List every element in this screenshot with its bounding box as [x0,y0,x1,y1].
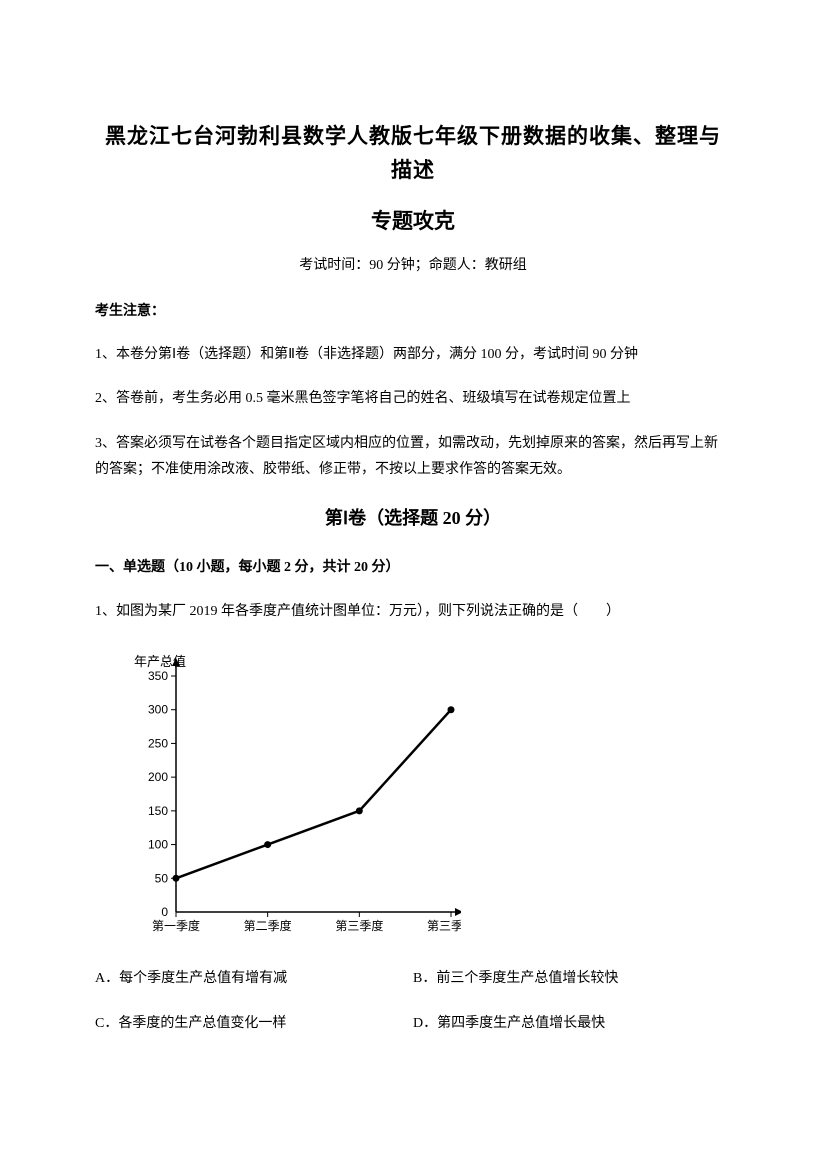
option-c: C．各季度的生产总值变化一样 [95,1013,413,1035]
svg-text:300: 300 [148,702,168,716]
svg-text:250: 250 [148,736,168,750]
chart-svg: 年产总值 0 50 100 150 200 250 300 350 第一季度 第二季度 第三季度 第三季… [121,648,461,938]
svg-text:0: 0 [161,905,168,919]
document-title: 黑龙江七台河勃利县数学人教版七年级下册数据的收集、整理与描述 [95,120,731,187]
svg-text:第三季度: 第三季度 [335,918,383,933]
document-subtitle: 专题攻克 [95,205,731,239]
svg-text:100: 100 [148,837,168,851]
section-title: 一、单选题（10 小题，每小题 2 分，共计 20 分） [95,557,731,579]
option-b: B．前三个季度生产总值增长较快 [413,968,731,990]
svg-text:50: 50 [155,871,169,885]
exam-info: 考试时间：90 分钟；命题人：教研组 [95,255,731,277]
notice-item: 2、答卷前，考生务必用 0.5 毫米黑色签字笔将自己的姓名、班级填写在试卷规定位… [95,386,731,413]
notice-item: 1、本卷分第Ⅰ卷（选择题）和第Ⅱ卷（非选择题）两部分，满分 100 分，考试时间… [95,342,731,369]
svg-text:150: 150 [148,804,168,818]
question-text: 1、如图为某厂 2019 年各季度产值统计图单位：万元），则下列说法正确的是（ … [95,599,731,626]
svg-text:第三季度: 第三季度 [427,918,461,933]
line-chart: 年产总值 0 50 100 150 200 250 300 350 第一季度 第二季度 第三季度 第三季… [121,648,731,946]
svg-text:第二季度: 第二季度 [244,918,292,933]
answer-options: A．每个季度生产总值有增有减 B．前三个季度生产总值增长较快 C．各季度的生产总… [95,968,731,1035]
part-title: 第Ⅰ卷（选择题 20 分） [95,504,731,533]
svg-text:350: 350 [148,669,168,683]
notice-heading: 考生注意： [95,301,731,323]
svg-text:第一季度: 第一季度 [152,918,200,933]
option-a: A．每个季度生产总值有增有减 [95,968,413,990]
svg-text:年产总值: 年产总值 [134,654,186,669]
notice-item: 3、答案必须写在试卷各个题目指定区域内相应的位置，如需改动，先划掉原来的答案，然… [95,431,731,484]
svg-text:200: 200 [148,770,168,784]
option-d: D．第四季度生产总值增长最快 [413,1013,731,1035]
